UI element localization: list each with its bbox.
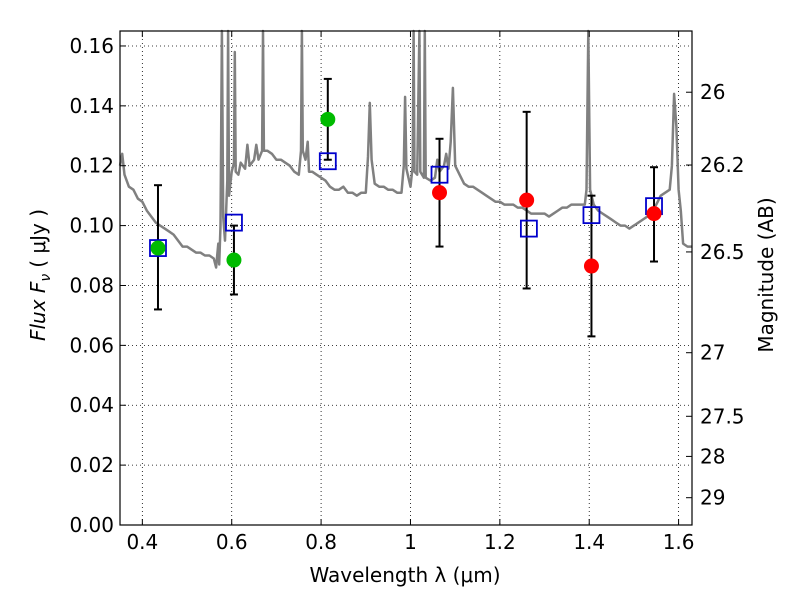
mag-tick-label: 26 [700, 80, 725, 104]
data-markers [149, 111, 663, 274]
x-tick-label: 1.4 [573, 530, 605, 554]
y-tick-label: 0.12 [69, 154, 114, 178]
axis-ticks [120, 31, 692, 526]
mag-tick-label: 26.5 [700, 240, 745, 264]
red-circle-marker [646, 206, 662, 222]
x-tick-label: 1.6 [663, 530, 695, 554]
x-tick-label: 0.6 [216, 530, 248, 554]
square-marker [225, 213, 243, 232]
plot-frame [119, 30, 693, 526]
y-tick-label: 0.04 [69, 393, 114, 417]
spectrum-line [118, 29, 692, 269]
square-marker [519, 219, 538, 238]
y-tick-labels: 0.00 0.02 0.04 0.06 0.08 0.10 0.12 0.14 0.16 [69, 34, 114, 537]
square-marker [430, 165, 449, 184]
x-tick-label: 0.8 [305, 530, 337, 554]
y-tick-label: 0.02 [69, 453, 114, 477]
red-circle-marker [432, 185, 448, 201]
mag-tick-label: 29 [700, 486, 725, 510]
square-marker [582, 206, 601, 225]
y-tick-label: 0.06 [69, 333, 114, 357]
red-circle-marker [583, 258, 599, 274]
y-axis-label-unit: ( μJy ) [26, 209, 50, 268]
x-tick-label: 1.2 [484, 530, 516, 554]
mag-tick-label: 26.2 [700, 153, 745, 177]
y-axis-label: Flux Fν ( μJy ) [26, 209, 54, 341]
green-circle-marker [320, 111, 336, 127]
y2-axis-label: Magnitude (AB) [754, 197, 778, 352]
y-axis-label-sub: ν [38, 274, 54, 282]
red-circle-marker [519, 192, 535, 208]
y-tick-label: 0.16 [69, 34, 114, 58]
x-tick-label: 0.4 [126, 530, 158, 554]
y-tick-label: 0.08 [69, 273, 114, 297]
green-circle-marker [150, 240, 166, 256]
y-axis-label-main: Flux F [26, 281, 50, 341]
mag-tick-label: 27 [700, 341, 725, 365]
y-tick-label: 0.14 [69, 94, 114, 118]
mag-tick-label: 28 [700, 444, 725, 468]
green-circle-marker [226, 252, 242, 268]
square-marker [149, 239, 167, 257]
x-axis-label: Wavelength λ (μm) [309, 563, 500, 587]
x-tick-labels: 0.4 0.6 0.8 1 1.2 1.4 1.6 [126, 530, 694, 554]
x-tick-label: 1 [404, 530, 417, 554]
y-tick-label: 0.00 [69, 513, 114, 537]
y-tick-label: 0.10 [69, 214, 114, 238]
mag-tick-label: 27.5 [700, 404, 745, 428]
model-spectrum [118, 29, 692, 269]
square-marker [318, 152, 337, 171]
magnitude-tick-labels: 26 26.2 26.5 27 27.5 28 29 [700, 80, 745, 509]
